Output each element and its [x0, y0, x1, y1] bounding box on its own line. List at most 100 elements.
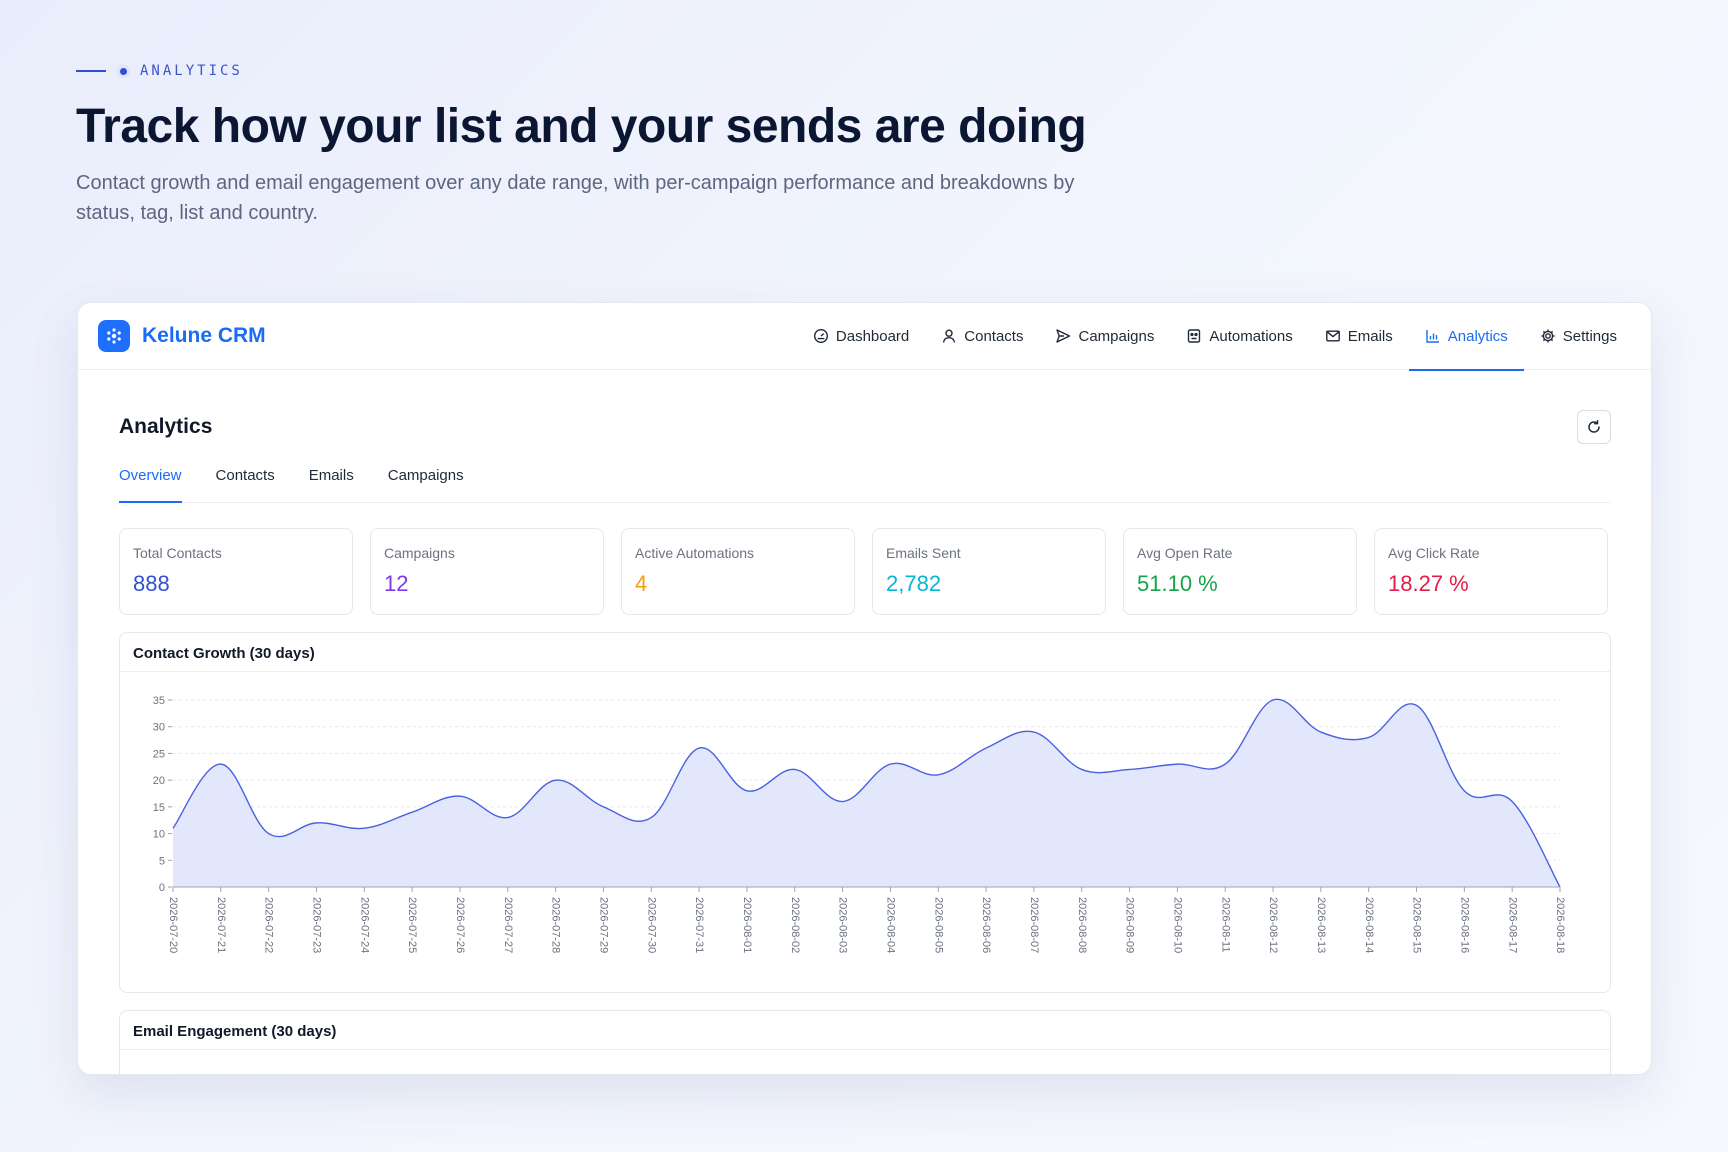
stat-value: 888 — [133, 571, 170, 596]
x-tick-label: 2026-07-31 — [693, 897, 705, 953]
refresh-button[interactable] — [1577, 410, 1611, 444]
nav-label: Analytics — [1447, 327, 1508, 345]
x-tick-label: 2026-07-22 — [263, 897, 275, 953]
nav-item-analytics[interactable]: Analytics — [1408, 303, 1524, 371]
x-tick-label: 2026-08-13 — [1315, 897, 1327, 953]
nav-item-emails[interactable]: Emails — [1309, 303, 1409, 370]
tab-emails[interactable]: Emails — [308, 467, 354, 484]
x-tick-label: 2026-08-10 — [1171, 897, 1183, 953]
nav-item-dashboard[interactable]: Dashboard — [797, 303, 925, 370]
y-tick-label: 30 — [153, 722, 165, 734]
x-tick-label: 2026-07-30 — [645, 897, 657, 953]
nav-item-automations[interactable]: Automations — [1170, 303, 1308, 370]
email-engagement-title: Email Engagement (30 days) — [120, 1011, 1610, 1050]
stat-card-active-automations: Active Automations 4 — [621, 528, 855, 615]
x-tick-label: 2026-08-18 — [1554, 897, 1566, 953]
tab-overview[interactable]: Overview — [119, 464, 182, 503]
y-tick-label: 20 — [153, 775, 165, 787]
contact-growth-svg: 0 5 10 15 20 25 30 35 2026-07-20 2026-07-21 2026-0… — [153, 695, 1566, 953]
refresh-icon — [1588, 420, 1600, 433]
brand-name: Kelune CRM — [142, 324, 266, 347]
x-tick-label: 2026-08-07 — [1028, 897, 1040, 953]
hero-title: Track how your list and your sends are d… — [76, 100, 1087, 153]
x-tick-label: 2026-08-03 — [837, 897, 849, 953]
x-tick-label: 2026-07-25 — [406, 897, 418, 953]
contact-growth-card: Contact Growth (30 days) 0 5 10 15 20 25 30 35 2… — [119, 632, 1611, 993]
x-tick-label: 2026-08-14 — [1363, 897, 1375, 953]
page-header: Analytics — [119, 410, 1611, 444]
gear-icon — [1541, 329, 1555, 343]
nav-item-settings[interactable]: Settings — [1524, 303, 1633, 370]
stat-value: 51.10 % — [1137, 571, 1218, 596]
hero-subtitle: Contact growth and email engagement over… — [76, 171, 1075, 224]
hero-section: ANALYTICS Track how your list and your s… — [76, 58, 1276, 228]
gauge-icon — [813, 328, 828, 344]
nav-item-contacts[interactable]: Contacts — [925, 303, 1039, 370]
growth-area — [173, 699, 1560, 887]
tab-campaigns[interactable]: Campaigns — [387, 467, 464, 484]
x-tick-label: 2026-08-16 — [1458, 897, 1470, 953]
stat-label: Avg Click Rate — [1388, 545, 1480, 561]
stat-card-emails-sent: Emails Sent 2,782 — [872, 528, 1106, 615]
x-tick-label: 2026-08-01 — [741, 897, 753, 953]
email-engagement-card: Email Engagement (30 days) — [119, 1010, 1611, 1074]
x-tick-label: 2026-08-09 — [1124, 897, 1136, 953]
x-tick-label: 2026-07-26 — [454, 897, 466, 953]
contact-growth-chart: 0 5 10 15 20 25 30 35 2026-07-20 2026-07-21 2026-0… — [120, 672, 1610, 992]
stat-label: Emails Sent — [886, 545, 961, 561]
tab-contacts[interactable]: Contacts — [215, 467, 275, 484]
stat-value: 2,782 — [886, 571, 942, 596]
x-tick-label: 2026-08-12 — [1267, 897, 1279, 953]
y-tick-label: 10 — [153, 829, 165, 841]
bar-chart-icon — [1426, 330, 1439, 343]
stat-card-avg-click-rate: Avg Click Rate 18.27 % — [1374, 528, 1608, 615]
main-nav: Dashboard Contacts Campaigns Automations… — [797, 303, 1633, 371]
x-tick-label: 2026-07-24 — [358, 897, 370, 953]
x-tick-label: 2026-08-06 — [980, 897, 992, 953]
stat-label: Avg Open Rate — [1137, 545, 1233, 561]
x-tick-label: 2026-07-28 — [550, 897, 562, 953]
mail-icon — [1325, 330, 1340, 342]
brand-logo-icon — [98, 320, 130, 352]
robot-icon — [1188, 329, 1201, 343]
x-tick-label: 2026-08-17 — [1506, 897, 1518, 953]
nav-label: Emails — [1347, 327, 1393, 345]
page-title: Analytics — [119, 415, 213, 438]
nav-label: Settings — [1562, 327, 1617, 345]
y-tick-label: 15 — [153, 802, 165, 814]
stat-card-avg-open-rate: Avg Open Rate 51.10 % — [1123, 528, 1357, 615]
x-tick-label: 2026-08-08 — [1076, 897, 1088, 953]
stat-value: 18.27 % — [1388, 571, 1469, 596]
brand[interactable]: Kelune CRM — [98, 320, 266, 352]
app-window: Kelune CRM Dashboard Contacts Campaigns … — [77, 302, 1652, 1075]
nav-label: Contacts — [964, 327, 1024, 345]
nav-label: Dashboard — [835, 327, 910, 345]
x-tick-label: 2026-08-02 — [789, 897, 801, 953]
user-icon — [943, 329, 956, 343]
y-tick-label: 35 — [153, 695, 165, 707]
eyebrow: ANALYTICS — [76, 58, 1276, 84]
growth-line — [172, 698, 1561, 888]
x-tick-label: 2026-08-15 — [1411, 897, 1423, 953]
nav-item-campaigns[interactable]: Campaigns — [1039, 303, 1170, 370]
y-tick-label: 25 — [153, 748, 165, 760]
stat-card-total-contacts: Total Contacts 888 — [119, 528, 353, 615]
stat-label: Campaigns — [384, 545, 455, 561]
stat-card-campaigns: Campaigns 12 — [370, 528, 604, 615]
x-tick-label: 2026-07-20 — [167, 897, 179, 953]
x-tick-label: 2026-08-05 — [932, 897, 944, 953]
stat-value: 4 — [635, 571, 648, 596]
nav-label: Campaigns — [1078, 327, 1155, 345]
eyebrow-dot-icon — [116, 64, 130, 78]
stat-value: 12 — [384, 571, 409, 596]
send-icon — [1056, 329, 1071, 343]
contact-growth-title: Contact Growth (30 days) — [120, 633, 1610, 672]
eyebrow-line — [76, 70, 106, 72]
x-tick-label: 2026-07-27 — [502, 897, 514, 953]
top-nav: Kelune CRM Dashboard Contacts Campaigns … — [78, 303, 1651, 371]
x-tick-label: 2026-07-21 — [215, 897, 227, 953]
stat-label: Active Automations — [635, 545, 755, 561]
y-tick-label: 0 — [159, 882, 165, 894]
main-content: Analytics Overview Contacts Emails Campa… — [78, 370, 1651, 1074]
y-tick-label: 5 — [159, 855, 165, 867]
